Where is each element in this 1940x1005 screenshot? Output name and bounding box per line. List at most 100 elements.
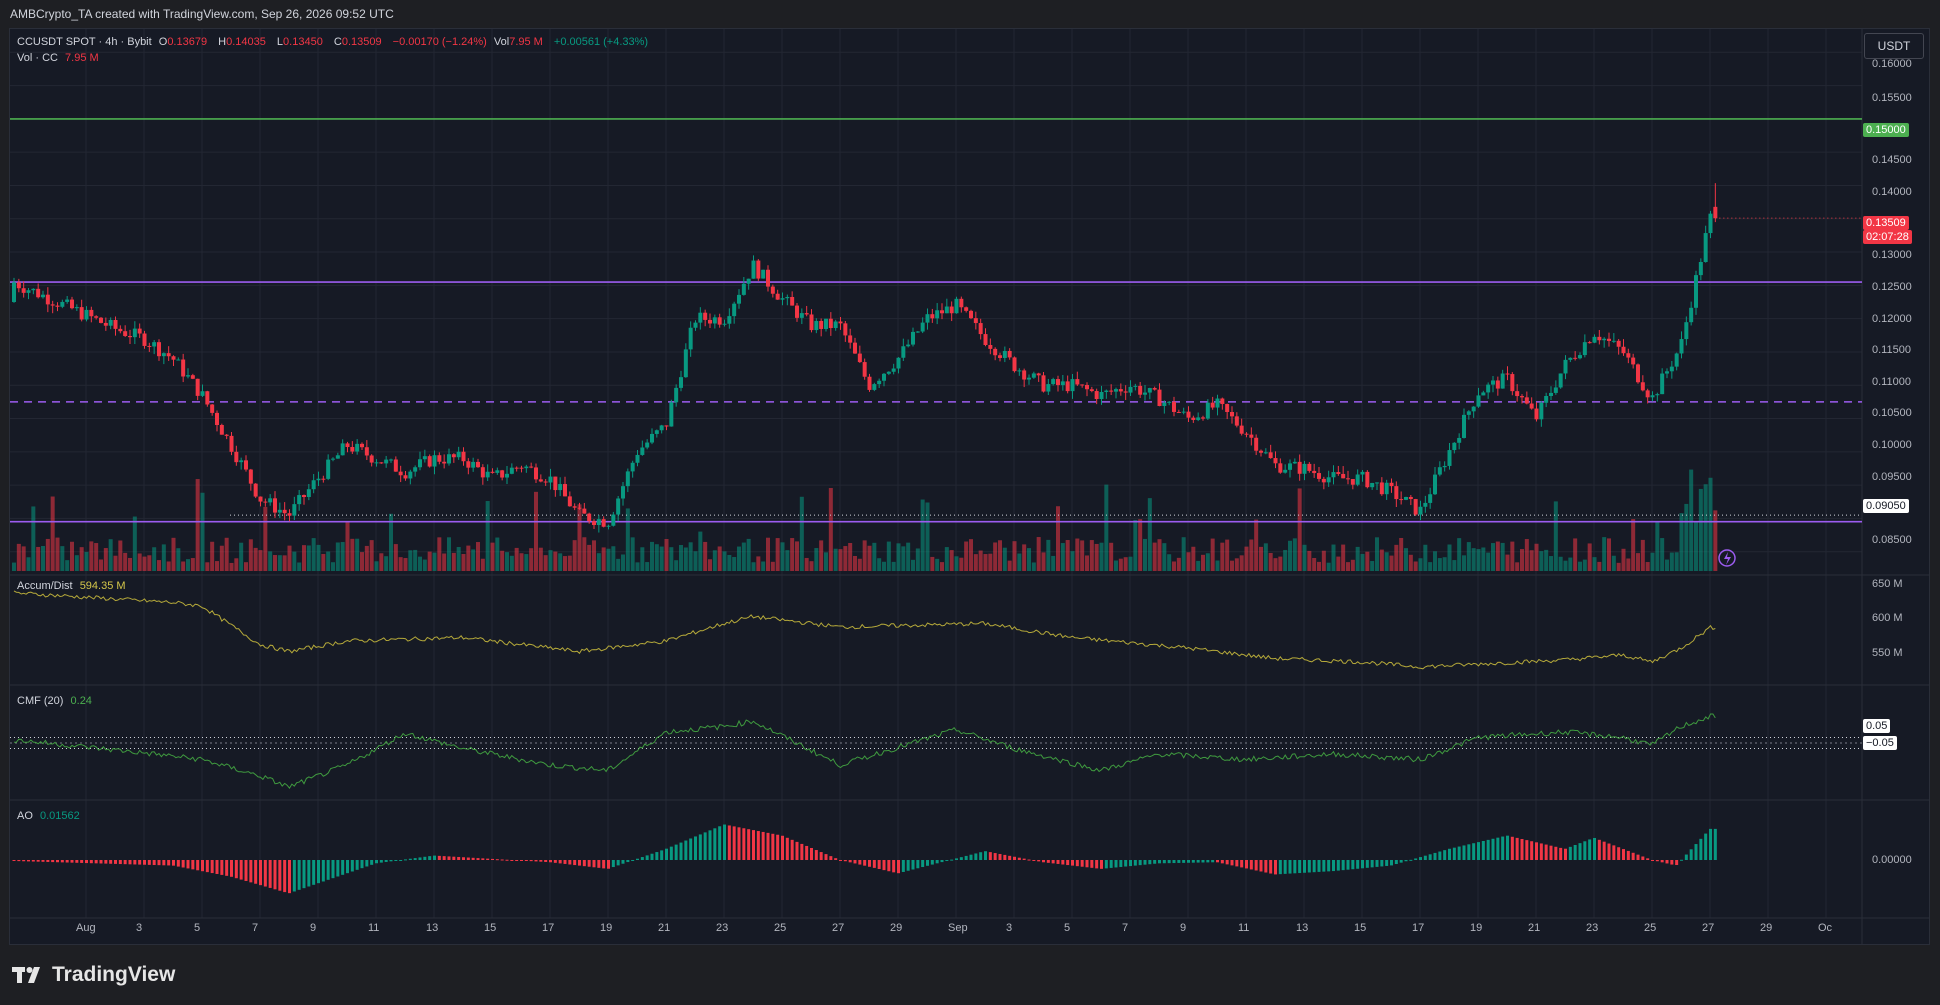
price-tick: 0.10000 bbox=[1872, 439, 1912, 451]
volume-bar bbox=[205, 562, 210, 571]
ao-bar bbox=[843, 860, 847, 862]
volume-bar bbox=[1674, 552, 1679, 571]
candle-body bbox=[708, 319, 712, 324]
volume-bar bbox=[1694, 520, 1698, 571]
ao-bar bbox=[75, 860, 79, 863]
candle-body bbox=[1133, 385, 1138, 387]
ao-label[interactable]: AO bbox=[17, 810, 33, 822]
volume-bar bbox=[1544, 549, 1549, 571]
ao-bar bbox=[418, 857, 422, 860]
volume-bar bbox=[1655, 521, 1660, 571]
ao-bar bbox=[1506, 835, 1509, 860]
candle-body bbox=[1698, 262, 1703, 276]
candle-body bbox=[896, 357, 901, 369]
currency-button[interactable]: USDT bbox=[1864, 33, 1924, 59]
ao-bar bbox=[1071, 860, 1074, 866]
vol-cc-label[interactable]: Vol · CC bbox=[17, 52, 58, 64]
candle-body bbox=[1558, 373, 1563, 388]
volume-bar bbox=[268, 551, 273, 571]
candle-body bbox=[471, 461, 476, 468]
ao-bar bbox=[1211, 860, 1215, 863]
chart-frame[interactable] bbox=[9, 28, 1930, 945]
candle-body bbox=[741, 283, 746, 295]
ao-bar bbox=[128, 860, 132, 865]
candle-body bbox=[1462, 414, 1466, 438]
ao-bar bbox=[1399, 860, 1403, 863]
candle-body bbox=[1268, 452, 1273, 459]
candle-body bbox=[766, 269, 770, 287]
volume-bar bbox=[1418, 558, 1423, 571]
ao-bar bbox=[239, 860, 243, 880]
tradingview-logo[interactable]: TradingView bbox=[12, 963, 175, 987]
volume-bar bbox=[273, 555, 277, 571]
candle-body bbox=[1457, 437, 1462, 443]
candle-body bbox=[205, 391, 210, 405]
candle-body bbox=[393, 459, 398, 472]
volume-bar bbox=[1447, 544, 1452, 571]
ao-bar bbox=[408, 858, 412, 860]
candle-body bbox=[592, 521, 596, 526]
candle-body bbox=[335, 455, 340, 459]
ao-bar bbox=[887, 860, 891, 872]
volume-bar bbox=[253, 547, 258, 571]
time-tick: 9 bbox=[1180, 922, 1187, 934]
candle-body bbox=[1138, 385, 1143, 395]
volume-bar bbox=[157, 560, 161, 571]
candle-body bbox=[1157, 389, 1162, 406]
volume-bar bbox=[1259, 546, 1263, 571]
volume-bar bbox=[761, 561, 766, 571]
candle-body bbox=[200, 391, 205, 396]
ad-label[interactable]: Accum/Dist bbox=[17, 580, 73, 592]
volume-bar bbox=[538, 547, 543, 571]
ao-bar bbox=[346, 860, 349, 874]
ao-bar bbox=[1612, 845, 1616, 860]
candle-body bbox=[867, 376, 872, 390]
symbol-label[interactable]: CCUSDT SPOT · 4h · Bybit bbox=[17, 36, 152, 48]
volume-bar bbox=[669, 547, 674, 571]
time-tick: 5 bbox=[194, 922, 201, 934]
volume-bar bbox=[99, 559, 103, 571]
volume-bar bbox=[1017, 553, 1022, 571]
ao-bar bbox=[1602, 841, 1606, 860]
candle-body bbox=[606, 525, 611, 527]
ao-bar bbox=[399, 860, 403, 861]
ao-bar bbox=[684, 840, 688, 860]
time-tick: 17 bbox=[1412, 922, 1425, 934]
volume-bar bbox=[601, 547, 606, 571]
ao-bar bbox=[1298, 860, 1302, 874]
ao-bar bbox=[1380, 860, 1384, 867]
ao-bar bbox=[597, 860, 601, 868]
candle-body bbox=[1263, 452, 1268, 454]
volume-bar bbox=[1094, 543, 1099, 571]
volume-bar bbox=[611, 546, 616, 571]
volume-bar bbox=[1505, 554, 1510, 571]
volume-bar bbox=[1365, 551, 1370, 571]
candle-body bbox=[1321, 478, 1326, 483]
candle-body bbox=[60, 301, 65, 307]
ao-bar bbox=[1428, 854, 1432, 860]
volume-bar bbox=[722, 551, 727, 571]
volume-bar bbox=[698, 531, 703, 571]
last-price-tag: 0.13509 bbox=[1863, 216, 1909, 230]
volume-bar bbox=[1408, 554, 1413, 571]
ao-bar bbox=[263, 860, 267, 887]
candle-body bbox=[1104, 390, 1109, 392]
candle-body bbox=[505, 473, 509, 478]
volume-bar bbox=[1336, 556, 1341, 571]
lightning-icon bbox=[1724, 552, 1731, 565]
candle-body bbox=[157, 342, 161, 357]
ao-bar bbox=[1307, 860, 1311, 873]
ao-bar bbox=[877, 860, 881, 870]
volume-bar bbox=[1539, 551, 1544, 571]
candle-body bbox=[1510, 374, 1515, 392]
cmf-label[interactable]: CMF (20) bbox=[17, 695, 64, 707]
ao-bar bbox=[616, 860, 620, 866]
candle-body bbox=[215, 412, 219, 426]
volume-bar bbox=[848, 542, 853, 571]
ao-bar bbox=[1414, 858, 1418, 860]
candle-body bbox=[509, 467, 514, 474]
volume-bar bbox=[195, 479, 200, 571]
volume-bar bbox=[703, 541, 708, 571]
ao-bar bbox=[689, 838, 693, 860]
